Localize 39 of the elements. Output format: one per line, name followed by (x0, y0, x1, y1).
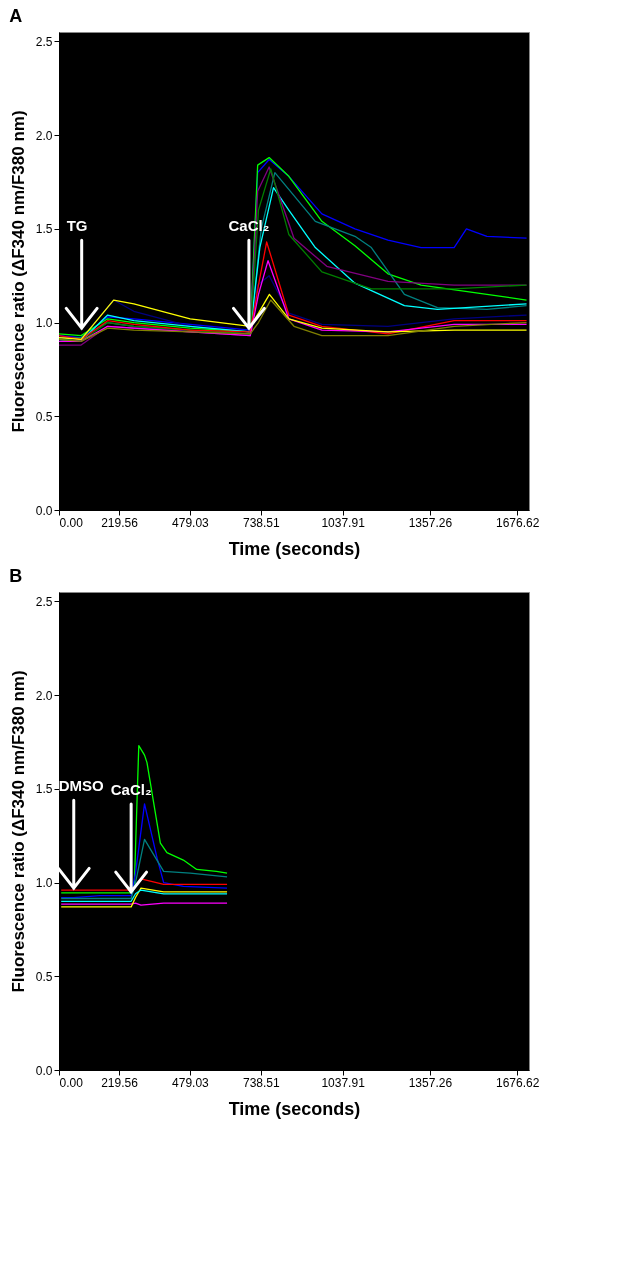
chart-title: B (9, 566, 23, 586)
y-axis-title: Fluorescence ratio (ΔF340 nm/F380 nm) (8, 670, 28, 993)
x-tick-label: 1357.26 (408, 515, 453, 530)
y-tick-label: 2.0 (35, 688, 53, 703)
x-tick-label: 1676.62 (495, 1075, 540, 1090)
annotation: TG (66, 217, 88, 235)
x-axis-title: Time (seconds) (228, 538, 361, 559)
line-series (60, 887, 228, 908)
x-tick-label: 738.51 (242, 515, 280, 530)
y-tick-label: 0.5 (35, 409, 53, 424)
x-tick-label: 479.03 (172, 515, 210, 530)
y-tick-label: 2.0 (35, 128, 53, 143)
x-tick-label: 219.56 (101, 515, 139, 530)
x-tick-label: 479.03 (172, 1075, 210, 1090)
x-tick-label: 0.00 (59, 515, 84, 530)
y-tick-label: 1.0 (35, 316, 53, 331)
y-tick-label: 1.0 (35, 876, 53, 891)
annotation: DMSO (58, 777, 105, 795)
x-tick-label: 1676.62 (495, 515, 540, 530)
line-series (60, 745, 228, 894)
x-tick-label: 738.51 (242, 1075, 280, 1090)
y-tick-label: 0.0 (35, 1063, 53, 1078)
y-tick-label: 0.5 (35, 969, 53, 984)
x-tick-label: 1037.91 (321, 515, 366, 530)
line-series (60, 803, 228, 899)
x-tick-label: 1357.26 (408, 1075, 453, 1090)
line-series (58, 241, 528, 341)
y-tick-label: 2.5 (35, 34, 53, 49)
x-tick-label: 1037.91 (321, 1075, 366, 1090)
y-tick-label: 1.5 (35, 222, 53, 237)
y-tick-label: 0.0 (35, 503, 53, 518)
x-tick-label: 219.56 (101, 1075, 139, 1090)
chart-title: A (9, 6, 23, 26)
x-axis-title: Time (seconds) (228, 1098, 361, 1119)
y-tick-label: 1.5 (35, 782, 53, 797)
y-tick-label: 2.5 (35, 594, 53, 609)
line-series (60, 838, 228, 900)
x-tick-label: 0.00 (59, 1075, 84, 1090)
y-axis-title: Fluorescence ratio (ΔF340 nm/F380 nm) (8, 110, 28, 433)
